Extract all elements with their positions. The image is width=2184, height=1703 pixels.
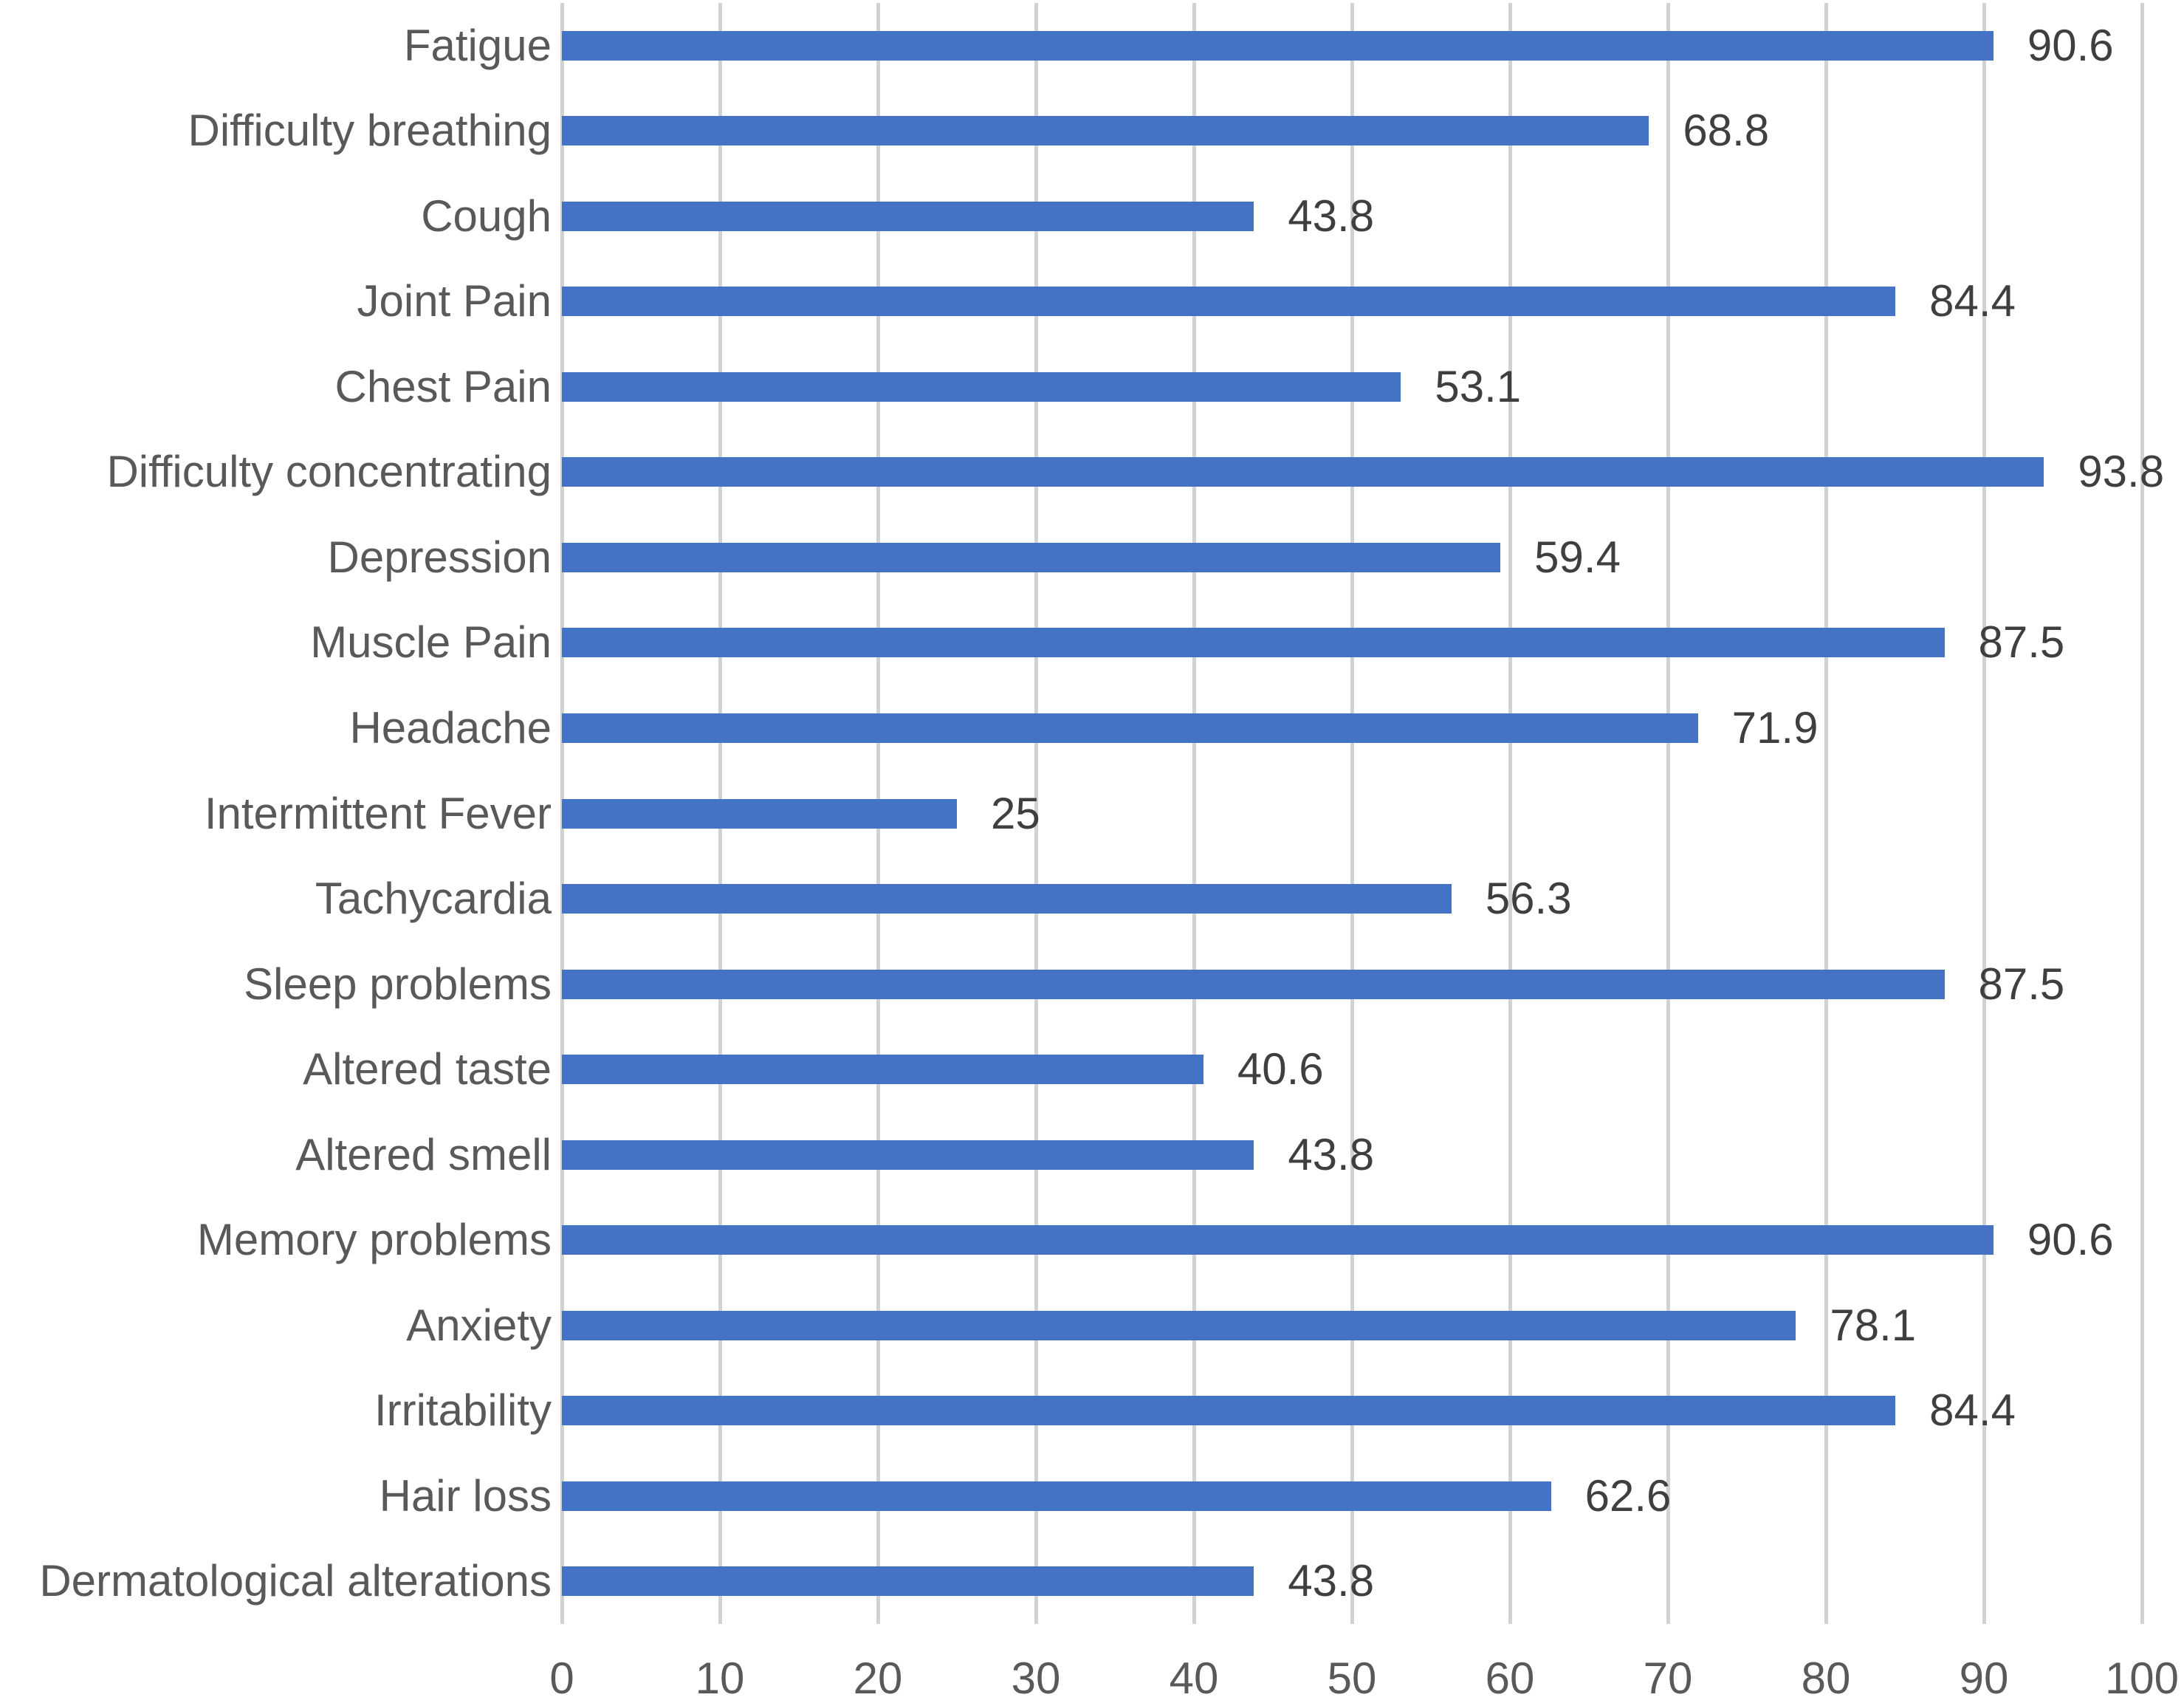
category-label: Difficulty concentrating [106, 447, 552, 497]
value-label: 84.4 [1929, 276, 2016, 326]
category-label: Irritability [374, 1385, 552, 1436]
value-label: 90.6 [2027, 20, 2114, 70]
category-label: Difficulty breathing [188, 106, 552, 156]
value-label: 71.9 [1731, 702, 1819, 753]
category-label: Joint Pain [357, 276, 552, 326]
category-label: Memory problems [196, 1215, 552, 1265]
value-label: 84.4 [1929, 1385, 2016, 1436]
category-label: Tachycardia [315, 874, 552, 924]
category-label: Cough [421, 191, 552, 241]
value-label: 40.6 [1237, 1044, 1324, 1094]
x-tick-label: 10 [695, 1654, 745, 1703]
value-label: 43.8 [1288, 191, 1375, 241]
category-label: Chest Pain [334, 361, 552, 411]
gridline [1982, 3, 1986, 1624]
category-label: Depression [327, 532, 552, 582]
bar [562, 116, 1649, 146]
x-tick-label: 100 [2104, 1654, 2180, 1703]
bar [562, 201, 1254, 231]
x-tick-label: 80 [1801, 1654, 1851, 1703]
bar [562, 287, 1896, 317]
x-tick-label: 30 [1011, 1654, 1061, 1703]
bar [562, 1225, 1994, 1255]
bar [562, 542, 1501, 572]
category-label: Hair loss [379, 1470, 552, 1521]
gridline [1824, 3, 1828, 1624]
bar [562, 1055, 1203, 1085]
x-tick-label: 60 [1485, 1654, 1535, 1703]
x-tick-label: 20 [853, 1654, 903, 1703]
category-label: Muscle Pain [310, 617, 552, 668]
x-tick-label: 40 [1169, 1654, 1219, 1703]
gridline [2140, 3, 2144, 1624]
category-label: Altered taste [303, 1044, 552, 1094]
bar [562, 30, 1994, 61]
category-label: Fatigue [403, 20, 552, 70]
category-label: Intermittent Fever [204, 788, 552, 838]
bar [562, 1140, 1254, 1170]
bar [562, 969, 1945, 999]
bar [562, 1481, 1551, 1511]
gridline [1034, 3, 1038, 1624]
bar [562, 457, 2044, 487]
category-label: Anxiety [406, 1300, 552, 1350]
value-label: 59.4 [1534, 532, 1621, 582]
value-label: 87.5 [1978, 617, 2065, 668]
value-label: 78.1 [1830, 1300, 1917, 1350]
gridline [1192, 3, 1196, 1624]
bar [562, 1310, 1796, 1340]
x-tick-label: 90 [1959, 1654, 2009, 1703]
gridline [1508, 3, 1512, 1624]
value-label: 93.8 [2078, 447, 2165, 497]
bar [562, 628, 1945, 658]
bar [562, 1396, 1896, 1426]
x-tick-label: 70 [1643, 1654, 1693, 1703]
bar [562, 371, 1401, 402]
category-label: Altered smell [295, 1129, 552, 1179]
bar [562, 884, 1452, 914]
category-label: Dermatological alterations [39, 1556, 552, 1606]
value-label: 43.8 [1288, 1129, 1375, 1179]
gridline [1350, 3, 1354, 1624]
x-tick-label: 0 [549, 1654, 574, 1703]
bar [562, 713, 1698, 743]
value-label: 90.6 [2027, 1215, 2114, 1265]
gridline [1666, 3, 1670, 1624]
value-label: 56.3 [1485, 874, 1572, 924]
value-label: 87.5 [1978, 959, 2065, 1009]
value-label: 62.6 [1584, 1470, 1672, 1521]
category-label: Headache [349, 702, 552, 753]
value-label: 43.8 [1288, 1556, 1375, 1606]
bar [562, 1566, 1254, 1597]
value-label: 68.8 [1683, 106, 1770, 156]
x-tick-label: 50 [1327, 1654, 1377, 1703]
bar [562, 798, 957, 829]
value-label: 25 [991, 788, 1040, 838]
category-label: Sleep problems [244, 959, 552, 1009]
value-label: 53.1 [1435, 361, 1522, 411]
